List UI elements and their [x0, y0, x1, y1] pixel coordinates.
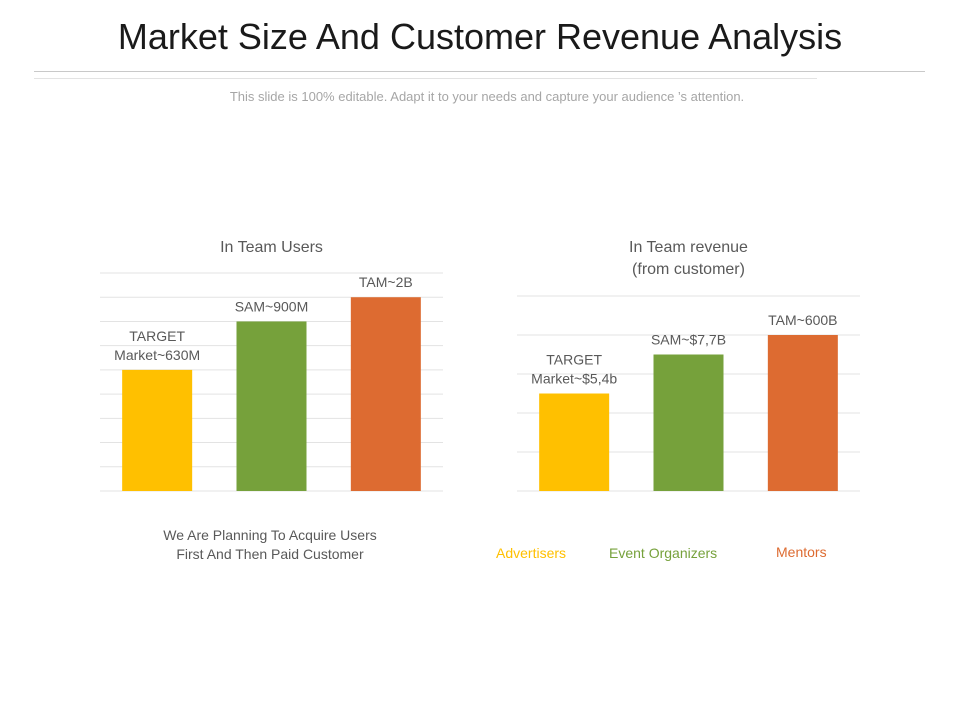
chart-users-bar-1 — [122, 369, 193, 491]
chart-users-data-label-1: TARGET — [129, 328, 185, 344]
chart-revenue-bar-3 — [767, 335, 838, 491]
plan-note: We Are Planning To Acquire Users First A… — [163, 527, 377, 562]
title-divider-secondary — [34, 78, 817, 79]
chart-revenue-data-label-3: TAM~600B — [768, 312, 837, 328]
title-divider — [34, 71, 925, 72]
slide-title: Market Size And Customer Revenue Analysi… — [117, 16, 843, 57]
legend-advertisers: Advertisers — [496, 545, 567, 561]
chart-users-data-label-3: TAM~2B — [359, 274, 413, 290]
chart-revenue-data-label-2: SAM~$7,7B — [651, 332, 726, 348]
chart-revenue-bar-2 — [653, 354, 724, 491]
chart-revenue-data-label-1: TARGET — [546, 352, 602, 368]
chart-users-bar-2 — [236, 321, 307, 491]
chart-users-data-label-1: Market~630M — [114, 347, 200, 363]
chart-users-data-label-2: SAM~900M — [235, 298, 309, 314]
legend-event-organizers: Event Organizers — [609, 545, 718, 561]
slide-subtitle: This slide is 100% editable. Adapt it to… — [229, 89, 745, 104]
chart-users-bar-3 — [350, 297, 421, 491]
chart-revenue-title: In Team revenue (from customer) — [629, 239, 748, 278]
chart-revenue-data-label-1: Market~$5,4b — [531, 371, 617, 387]
chart-users-title: In Team Users — [220, 239, 323, 256]
legend-mentors: Mentors — [776, 544, 827, 560]
chart-revenue-bar-1 — [539, 393, 610, 491]
